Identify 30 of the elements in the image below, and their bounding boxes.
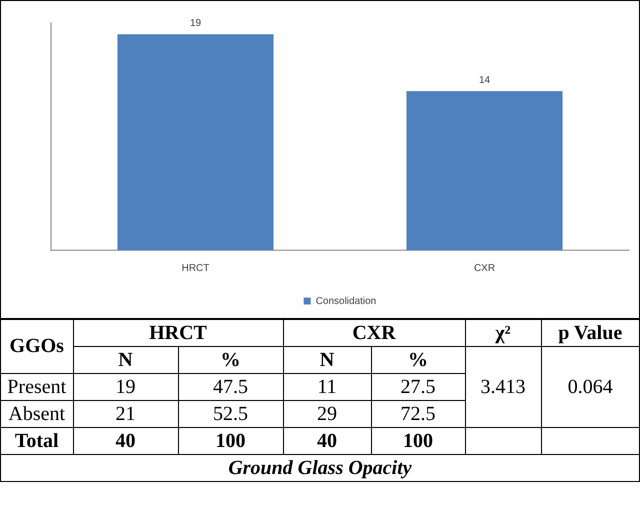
text: N bbox=[73, 346, 178, 374]
text: 40 bbox=[73, 428, 178, 454]
text: Ground Glass Opacity bbox=[1, 454, 639, 481]
text: HRCT bbox=[73, 320, 283, 346]
text: % bbox=[178, 346, 283, 374]
text: Absent bbox=[1, 400, 73, 428]
data-label: 14 bbox=[478, 74, 491, 86]
text: 100 bbox=[178, 428, 283, 454]
text: 29 bbox=[283, 400, 371, 428]
text: N bbox=[283, 346, 371, 374]
text: p Value bbox=[541, 320, 639, 346]
legend-label: Consolidation bbox=[316, 296, 376, 307]
text: 0.064 bbox=[541, 346, 639, 428]
text: CXR bbox=[283, 320, 465, 346]
data-label: 19 bbox=[190, 18, 202, 30]
text: χ² bbox=[465, 320, 541, 346]
text: GGOs bbox=[1, 320, 73, 374]
text: 52.5 bbox=[178, 400, 283, 428]
text: 3.413 bbox=[465, 346, 541, 428]
text: 19 bbox=[73, 374, 178, 400]
text: 100 bbox=[371, 428, 465, 454]
text: 27.5 bbox=[371, 374, 465, 400]
text: 21 bbox=[73, 400, 178, 428]
text: % bbox=[371, 346, 465, 374]
text: Total bbox=[1, 428, 73, 454]
text: 72.5 bbox=[371, 400, 465, 428]
text: 40 bbox=[283, 428, 371, 454]
text: 47.5 bbox=[178, 374, 283, 400]
text: 11 bbox=[283, 374, 371, 400]
text: Present bbox=[1, 374, 73, 400]
